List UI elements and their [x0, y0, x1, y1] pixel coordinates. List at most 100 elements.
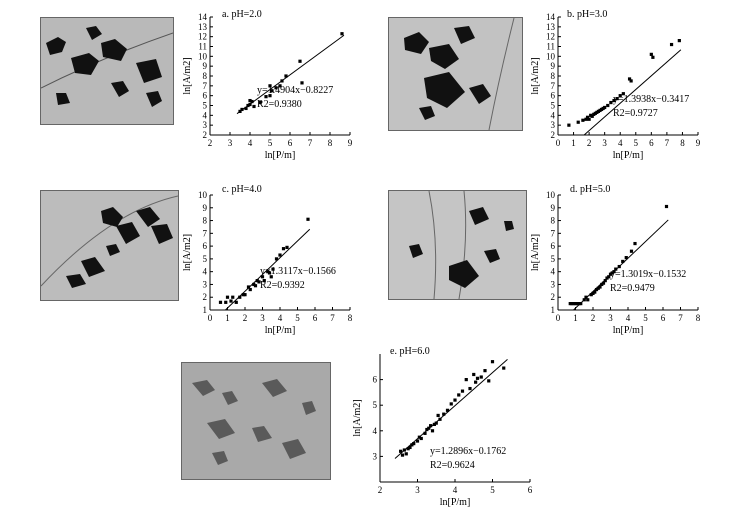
chart-title: e. pH=6.0	[390, 346, 430, 357]
x-tick-label: 2	[587, 138, 592, 148]
data-point	[621, 92, 625, 96]
y-tick-label: 7	[203, 228, 208, 238]
data-point	[587, 117, 591, 121]
data-point	[274, 257, 279, 261]
data-point	[576, 120, 580, 124]
x-tick-label: 5	[295, 313, 300, 323]
x-tick-label: 6	[313, 313, 318, 323]
data-point	[475, 376, 480, 380]
y-tick-label: 9	[551, 203, 556, 213]
data-point	[605, 276, 609, 280]
data-point	[474, 380, 478, 384]
data-point	[614, 267, 618, 271]
fit-line	[583, 49, 682, 136]
y-tick-label: 4	[551, 267, 556, 277]
x-tick-label: 9	[696, 138, 701, 148]
data-point	[468, 386, 472, 391]
data-point	[252, 282, 256, 287]
y-tick-label: 12	[546, 32, 555, 42]
x-tick-label: 7	[330, 313, 335, 323]
data-point	[603, 279, 607, 283]
data-point	[677, 39, 681, 43]
x-axis-label: ln[P/m]	[440, 497, 471, 508]
data-point	[612, 270, 616, 274]
data-point	[244, 106, 248, 111]
y-tick-label: 2	[551, 292, 556, 302]
y-tick-label: 5	[373, 400, 378, 410]
y-tick-label: 7	[551, 81, 556, 91]
scatter-chart-e: 2 3 4 5 6 3 4 5 6 e. pH=6.0 y=1.2896x−0.1762 R2=0.9…	[352, 346, 533, 508]
data-point	[271, 267, 275, 271]
r-squared-label: R2=0.9479	[610, 283, 655, 294]
data-point	[589, 293, 593, 297]
data-point	[651, 55, 655, 59]
x-tick-label: 3	[228, 138, 233, 148]
data-point	[252, 104, 256, 109]
data-point	[412, 442, 416, 446]
data-point	[572, 302, 576, 306]
x-tick-label: 5	[643, 313, 648, 323]
data-point	[400, 453, 405, 457]
micrograph-a	[40, 17, 174, 125]
data-point	[224, 300, 228, 304]
data-point	[429, 424, 433, 428]
chart-title: a. pH=2.0	[222, 9, 262, 20]
data-point	[258, 100, 262, 105]
data-point	[610, 271, 614, 275]
data-point	[243, 293, 247, 297]
data-point	[248, 102, 252, 107]
x-tick-label: 4	[618, 138, 623, 148]
data-point	[606, 103, 610, 108]
r-squared-label: R2=0.9380	[257, 99, 302, 110]
data-point	[584, 117, 588, 121]
x-tick-label: 7	[678, 313, 683, 323]
micrograph-e-art	[192, 379, 316, 465]
data-point	[585, 115, 590, 119]
y-tick-label: 14	[546, 12, 556, 22]
y-tick-label: 4	[551, 110, 556, 120]
x-tick-label: 4	[453, 485, 458, 495]
x-tick-label: 8	[696, 313, 701, 323]
data-point	[248, 287, 252, 292]
fit-equation: y=1.3938x−0.3417	[613, 94, 689, 105]
data-point	[573, 302, 578, 306]
data-point	[472, 372, 476, 377]
data-point	[600, 282, 604, 287]
x-tick-label: 6	[528, 485, 533, 495]
data-point	[427, 426, 431, 430]
x-tick-label: 2	[243, 313, 248, 323]
x-tick-label: 6	[288, 138, 293, 148]
data-point	[229, 299, 233, 303]
y-tick-label: 4	[203, 110, 208, 120]
fit-equation: y=1.3019x−0.1532	[610, 269, 686, 280]
micrograph-d-art	[409, 191, 514, 299]
data-point	[430, 429, 435, 433]
x-tick-label: 3	[260, 313, 265, 323]
chart-title: c. pH=4.0	[222, 184, 262, 195]
data-point	[609, 100, 613, 105]
data-point	[442, 412, 446, 416]
y-tick-label: 2	[551, 130, 556, 140]
data-point	[590, 114, 594, 118]
x-tick-label: 0	[556, 313, 561, 323]
r-squared-label: R2=0.9624	[430, 460, 475, 471]
data-point	[567, 123, 571, 127]
y-tick-label: 10	[546, 190, 556, 200]
chart-panel-c: 0 1 2 3 4 5 6 7 8 1 2 3 4 5 6 7 8 9 10 c. pH=4.0 y=1.3117x−0…	[175, 180, 365, 336]
x-tick-label: 7	[308, 138, 313, 148]
y-tick-label: 2	[203, 292, 208, 302]
x-tick-label: 7	[665, 138, 670, 148]
data-point	[268, 94, 272, 98]
data-point	[591, 291, 595, 295]
data-point	[627, 77, 632, 81]
data-point	[423, 431, 427, 435]
data-point	[262, 279, 266, 283]
data-point	[584, 295, 588, 299]
y-tick-label: 1	[551, 305, 556, 315]
data-point	[618, 94, 622, 98]
x-tick-label: 1	[225, 313, 230, 323]
r-squared-label: R2=0.9392	[260, 280, 305, 291]
x-tick-label: 8	[348, 313, 353, 323]
fit-equation: y=1.4904x−0.8227	[257, 85, 333, 96]
